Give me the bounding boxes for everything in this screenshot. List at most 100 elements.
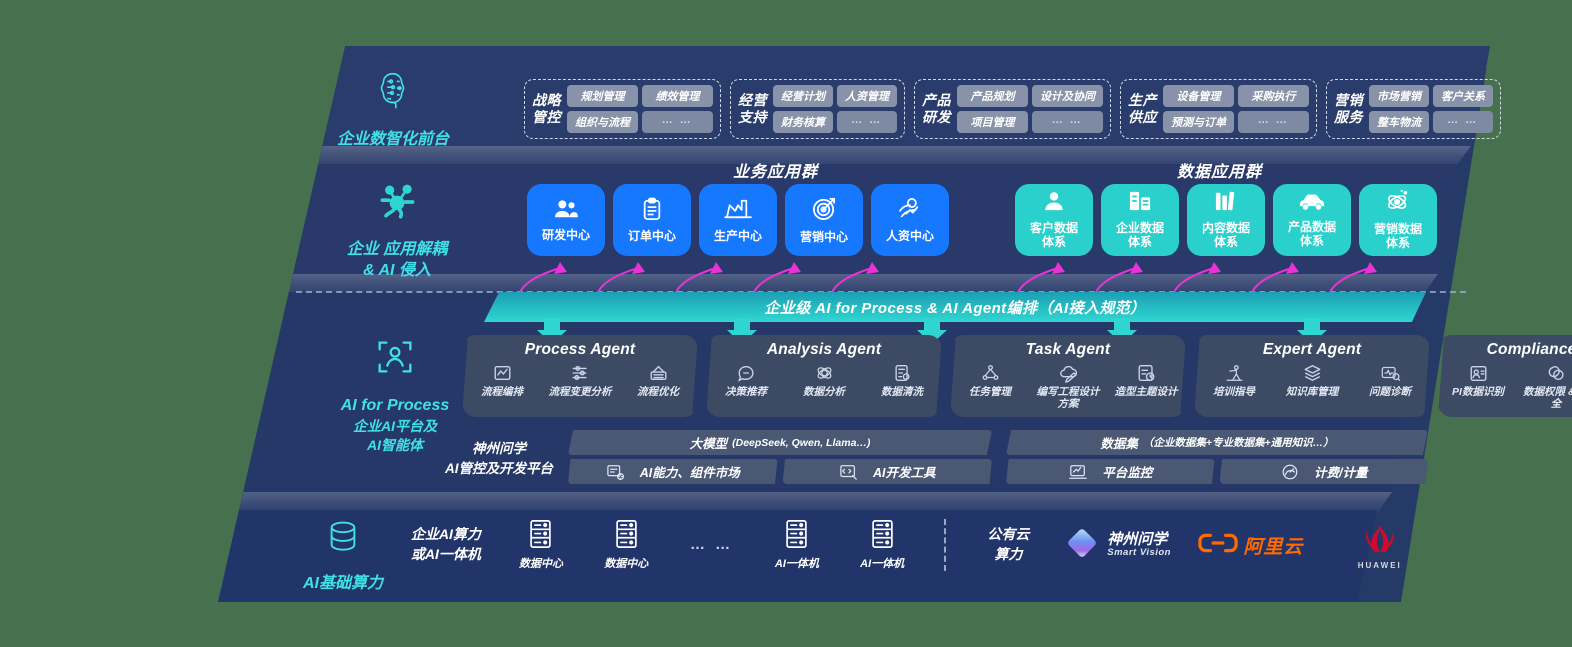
agent-card-analysis[interactable]: Analysis Agent 决策推荐 [706, 335, 942, 417]
top-group-chip[interactable]: 规划管理 [567, 85, 638, 107]
agent-feature[interactable]: 造型主题设计 [1110, 362, 1182, 410]
ai-banner-text: 企业级 AI for Process & AI Agent编排（AI接入规范） [764, 299, 1146, 317]
agent-feature[interactable]: 编写工程设计方案 [1032, 362, 1104, 410]
agent-card-task[interactable]: Task Agent 任务管理 [950, 335, 1186, 417]
top-group-title: 生产 供应 [1128, 91, 1157, 126]
data-card-label: 客户数据 [1029, 220, 1078, 235]
ai-dev-tools-label: AI开发工具 [872, 466, 936, 480]
billing-metering-bar[interactable]: 计费/计量 [1219, 459, 1428, 484]
top-group-chip[interactable]: 组织与流程 [567, 111, 638, 133]
top-group-chip[interactable]: 绩效管理 [642, 85, 713, 107]
top-group-chip[interactable]: 整车物流 [1369, 111, 1429, 133]
top-group-chip-more[interactable]: … … [1238, 111, 1309, 133]
aliyun-logo-cn: 阿里云 [1243, 536, 1304, 558]
top-row-groups: 战略 管控 规划管理 绩效管理 组织与流程 … … 经营 支持 经营计划 人资管理 … [524, 79, 1504, 139]
infra-node-datacenter-2[interactable]: 数据中心 [584, 519, 669, 572]
smart-vision-logo-en: Smart Vision [1107, 547, 1171, 559]
model-bar-sub: (DeepSeek, Qwen, Llama…) [732, 436, 871, 449]
model-bar[interactable]: 大模型 (DeepSeek, Qwen, Llama…) [568, 430, 992, 455]
shield-lock-icon [1546, 362, 1567, 384]
network-icon [980, 362, 1001, 384]
top-group-chip-more[interactable]: … … [642, 111, 713, 133]
agent-feature[interactable]: 流程编排 [466, 362, 538, 398]
top-group-product-rd[interactable]: 产品 研发 产品规划 设计及协同 项目管理 … … [914, 79, 1111, 139]
gauge-icon [1280, 463, 1300, 481]
banner-to-agent-arrows [537, 318, 1327, 344]
huawei-logo-en: HUAWEI [1357, 561, 1402, 570]
app-card-label: 订单中心 [627, 229, 676, 243]
agent-feature-label: 培训指导 [1213, 386, 1255, 398]
infra-ellipsis: … … [690, 536, 734, 553]
top-group-marketing-service[interactable]: 营销 服务 市场营销 客户关系 整车物流 … … [1326, 79, 1501, 139]
id-card-icon [1468, 362, 1489, 384]
top-group-chip[interactable]: 市场营销 [1369, 85, 1429, 107]
top-group-chip-more[interactable]: … … [1032, 111, 1103, 133]
agent-feature[interactable]: PI数据识别 [1442, 362, 1514, 410]
top-group-chip[interactable]: 预测与订单 [1163, 111, 1234, 133]
agent-feature[interactable]: 问题诊断 [1354, 362, 1426, 398]
infra-node-datacenter-1[interactable]: 数据中心 [498, 519, 583, 572]
logo-smart-vision[interactable]: 神州问学 Smart Vision [1051, 525, 1184, 566]
platform-monitor-bar[interactable]: 平台监控 [1006, 459, 1215, 484]
agent-feature[interactable]: 决策推荐 [710, 362, 782, 398]
top-group-operations[interactable]: 经营 支持 经营计划 人资管理 财务核算 … … [730, 79, 905, 139]
data-card-product[interactable]: 产品数据 体系 [1273, 184, 1351, 256]
agent-feature-label: 问题诊断 [1369, 386, 1411, 398]
logo-aliyun[interactable]: 阿里云 [1184, 531, 1317, 560]
logo-huawei[interactable]: HUAWEI [1318, 520, 1442, 570]
top-group-chip[interactable]: 客户关系 [1433, 85, 1493, 107]
ai-dev-tools-bar[interactable]: AI开发工具 [782, 459, 992, 484]
factory-icon [724, 197, 752, 224]
agent-feature[interactable]: 培训指导 [1198, 362, 1270, 398]
dev-tool-icon [839, 463, 859, 481]
top-group-chip[interactable]: 财务核算 [773, 111, 833, 133]
agent-feature[interactable]: 数据分析 [788, 362, 860, 398]
app-card-production-center[interactable]: 生产中心 [699, 184, 777, 256]
app-card-order-center[interactable]: 订单中心 [613, 184, 691, 256]
dataset-bar[interactable]: 数据集 （企业数据集+专业数据集+通用知识…） [1006, 430, 1428, 455]
top-group-strategy[interactable]: 战略 管控 规划管理 绩效管理 组织与流程 … … [524, 79, 721, 139]
huawei-logo-mark [1357, 520, 1403, 559]
server-icon [613, 519, 640, 554]
data-card-enterprise[interactable]: 企业数据 体系 [1101, 184, 1179, 256]
app-card-hr-center[interactable]: 人资中心 [871, 184, 949, 256]
data-card-marketing[interactable]: 营销数据 体系 [1359, 184, 1437, 256]
agent-feature[interactable]: 知识库管理 [1276, 362, 1348, 398]
model-bar-label: 大模型 [689, 437, 728, 451]
top-group-chip-more[interactable]: … … [1433, 111, 1493, 133]
app-card-marketing-center[interactable]: 营销中心 [785, 184, 863, 256]
business-app-group-title: 业务应用群 [733, 164, 819, 181]
top-group-chip[interactable]: 人资管理 [837, 85, 897, 107]
rail-label-decoupling: 企业 应用解耦 & AI 侵入 [312, 180, 482, 282]
agent-card-process[interactable]: Process Agent 流程编排 流 [462, 335, 698, 417]
data-card-customer[interactable]: 客户数据 体系 [1015, 184, 1093, 256]
agent-feature-label: 决策推荐 [725, 386, 767, 398]
infra-node-aio-1[interactable]: AI一体机 [754, 519, 839, 572]
agent-title: Task Agent [1025, 341, 1111, 358]
top-group-chip[interactable]: 采购执行 [1238, 85, 1309, 107]
data-card-content[interactable]: 内容数据 体系 [1187, 184, 1265, 256]
top-group-chip[interactable]: 设计及协同 [1032, 85, 1103, 107]
agent-feature[interactable]: 任务管理 [954, 362, 1026, 410]
agent-card-compliance[interactable]: Compliance Agent PI数据识别 [1438, 335, 1572, 417]
books-icon [1214, 190, 1238, 215]
band-shadow-2 [256, 274, 1438, 296]
top-group-chip-more[interactable]: … … [837, 111, 897, 133]
app-card-rd-center[interactable]: 研发中心 [527, 184, 605, 256]
agent-feature[interactable]: 流程优化 [622, 362, 694, 398]
agent-card-expert[interactable]: Expert Agent 培训指导 [1194, 335, 1430, 417]
infra-node-label: AI一体机 [860, 557, 905, 570]
dataset-bar-sub: （企业数据集+专业数据集+通用知识…） [1142, 437, 1334, 449]
infra-node-aio-2[interactable]: AI一体机 [840, 519, 925, 572]
ai-capability-market-bar[interactable]: AI能力、组件市场 [568, 459, 778, 484]
top-group-chip[interactable]: 产品规划 [957, 85, 1028, 107]
top-group-chip[interactable]: 项目管理 [957, 111, 1028, 133]
top-group-chip[interactable]: 设备管理 [1163, 85, 1234, 107]
enterprise-compute-line2: 或AI一体机 [410, 546, 481, 562]
top-group-chip[interactable]: 经营计划 [773, 85, 833, 107]
agent-feature[interactable]: 数据权限 & 安全 [1520, 362, 1572, 410]
agent-feature[interactable]: 数据清洗 [866, 362, 938, 398]
agent-feature[interactable]: 流程变更分析 [544, 362, 616, 398]
ai-platform-row: 神州问学 AI管控及开发平台 大模型 (DeepSeek, Qwen, Llam… [434, 430, 1430, 488]
top-group-production-supply[interactable]: 生产 供应 设备管理 采购执行 预测与订单 … … [1120, 79, 1317, 139]
